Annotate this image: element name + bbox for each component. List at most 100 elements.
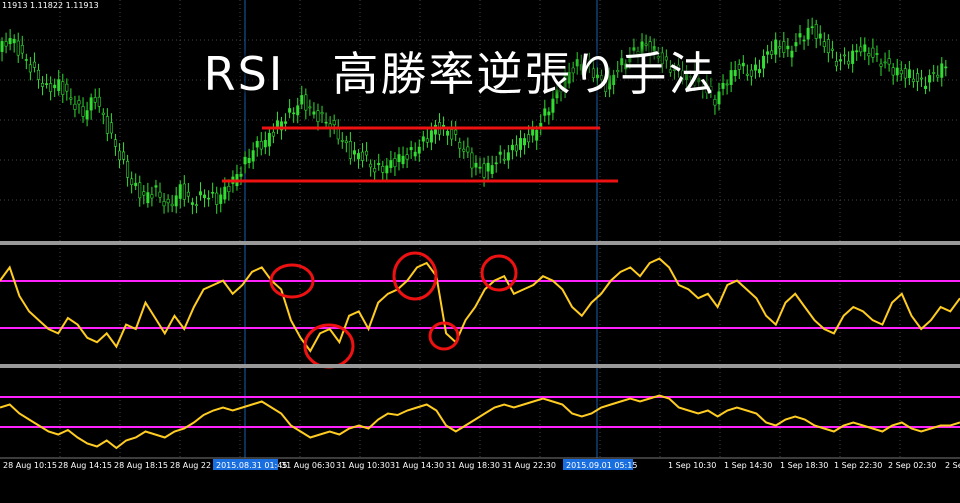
candle-body	[717, 91, 721, 105]
candle-body	[113, 139, 117, 147]
candle-body	[915, 73, 919, 82]
candle-body	[81, 106, 85, 117]
candle-body	[207, 197, 211, 200]
candle-body	[782, 41, 786, 53]
candle-body	[664, 56, 668, 61]
candle-body	[551, 98, 555, 113]
candle-body	[32, 61, 36, 68]
candle-body	[567, 72, 571, 84]
candle-body	[924, 85, 928, 89]
candle-body	[575, 59, 579, 67]
candle-body	[766, 51, 770, 55]
candle-body	[138, 182, 142, 199]
candle-body	[312, 111, 316, 115]
candle-body	[911, 78, 915, 82]
candle-body	[259, 141, 263, 150]
candle-body	[636, 51, 640, 55]
candle-body	[863, 44, 867, 52]
candle-body	[97, 96, 101, 107]
time-axis-ticks: 28 Aug 10:15 28 Aug 14:15 28 Aug 18:15 28 A…	[3, 461, 960, 470]
candle-body	[612, 74, 616, 85]
candle-body	[134, 182, 138, 187]
panel-separator-1	[0, 241, 960, 245]
candle-body	[425, 138, 429, 143]
candle-body	[932, 72, 936, 74]
candle-body	[494, 162, 498, 165]
candle-body	[818, 33, 822, 39]
candle-body	[166, 198, 170, 204]
candle-body	[830, 48, 834, 51]
candle-body	[859, 46, 863, 53]
candle-body	[369, 163, 373, 168]
candle-body	[446, 130, 450, 136]
candle-body	[697, 77, 701, 83]
candle-body	[940, 63, 944, 78]
candle-body	[227, 185, 231, 193]
candle-body	[385, 165, 389, 174]
candle-body	[668, 69, 672, 73]
candle-body	[361, 151, 365, 161]
candle-body	[280, 121, 284, 131]
candle-body	[555, 89, 559, 99]
candle-body	[223, 186, 227, 200]
candle-body	[729, 70, 733, 85]
candle-body	[409, 147, 413, 151]
candle-body	[397, 154, 401, 163]
candle-body	[907, 69, 911, 79]
candle-body	[802, 39, 806, 42]
candle-body	[158, 191, 162, 198]
candle-body	[676, 64, 680, 69]
signal-circle-4	[428, 321, 460, 351]
candle-body	[737, 64, 741, 70]
candle-body	[211, 192, 215, 194]
candle-body	[405, 154, 409, 160]
candle-body	[12, 38, 16, 44]
candle-body	[215, 192, 219, 205]
candle-body	[296, 105, 300, 116]
candle-body	[709, 86, 713, 91]
candle-body	[352, 150, 356, 155]
candle-body	[571, 67, 575, 74]
panel-separator-2	[0, 364, 960, 368]
candle-body	[73, 103, 77, 110]
candle-body	[624, 63, 628, 70]
candle-body	[45, 83, 49, 85]
candle-body	[944, 66, 948, 69]
candle-body	[365, 150, 369, 156]
candle-body	[381, 166, 385, 173]
candle-body	[903, 68, 907, 79]
candle-body	[660, 52, 664, 64]
candle-body	[770, 50, 774, 55]
candle-body	[762, 55, 766, 69]
candle-body	[4, 41, 8, 47]
candle-body	[648, 41, 652, 55]
candle-body	[154, 185, 158, 188]
signal-circle-3	[392, 251, 438, 301]
candle-body	[713, 99, 717, 106]
candle-body	[146, 192, 150, 204]
candle-body	[466, 146, 470, 153]
candle-body	[203, 194, 207, 199]
candle-body	[344, 140, 348, 143]
candle-body	[300, 95, 304, 105]
candle-body	[620, 58, 624, 66]
candle-body	[778, 46, 782, 49]
candle-body	[628, 55, 632, 63]
candle-body	[267, 132, 271, 147]
candle-body	[304, 94, 308, 111]
candle-body	[490, 165, 494, 174]
candle-body	[632, 47, 636, 51]
candle-body	[0, 41, 4, 52]
candle-body	[122, 151, 126, 160]
candle-body	[162, 201, 166, 207]
candle-body	[563, 74, 567, 91]
candle-body	[255, 140, 259, 148]
candle-body	[93, 97, 97, 103]
rsi-upper-panel	[0, 257, 960, 353]
candle-body	[685, 72, 689, 81]
candle-body	[126, 160, 130, 178]
candle-body	[389, 160, 393, 168]
candle-body	[41, 83, 45, 87]
candle-body	[640, 41, 644, 55]
signal-circle-1	[269, 263, 315, 299]
